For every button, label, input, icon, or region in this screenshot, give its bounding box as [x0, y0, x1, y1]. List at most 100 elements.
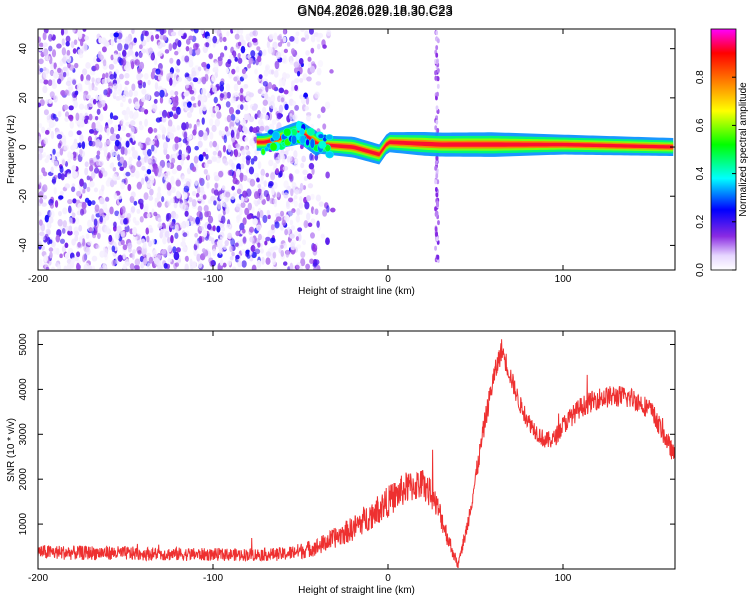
heatmap-cell [70, 257, 76, 264]
x-tick-label: -200 [28, 274, 48, 285]
heatmap-cell [55, 247, 60, 255]
heatmap-cell [45, 129, 50, 135]
heatmap-cell [133, 126, 138, 133]
heatmap-cell [127, 242, 133, 250]
heatmap-cell [142, 143, 147, 151]
heatmap-cell [206, 172, 211, 181]
heatmap-cell [146, 35, 151, 43]
heatmap-cell [287, 197, 294, 203]
heatmap-cell [38, 36, 42, 43]
heatmap-cell [258, 50, 263, 57]
heatmap-cell [212, 35, 218, 44]
heatmap-cell [169, 90, 175, 97]
heatmap-cell [237, 41, 242, 47]
heatmap-cell [257, 225, 261, 232]
heatmap-cell [256, 259, 262, 269]
heatmap-cell [61, 228, 66, 234]
heatmap-cell [318, 140, 327, 149]
heatmap-cell [239, 135, 244, 142]
heatmap-cell [226, 31, 230, 37]
heatmap-cell [163, 175, 170, 181]
heatmap-cell [72, 79, 77, 86]
heatmap-cell [171, 106, 178, 111]
heatmap-cell [184, 263, 189, 270]
heatmap-cell [48, 33, 53, 42]
heatmap-cell [78, 31, 83, 40]
heatmap-cell [193, 29, 199, 34]
heatmap-cell [202, 194, 207, 200]
heatmap-cell [213, 189, 219, 196]
colorbar-tick-label: 0.8 [695, 70, 706, 84]
heatmap-cell [147, 47, 154, 54]
heatmap-cell [153, 211, 158, 217]
heatmap-cell [73, 230, 80, 237]
heatmap-cell [56, 43, 62, 49]
heatmap-cell [264, 114, 269, 121]
heatmap-cell [156, 133, 161, 140]
heatmap-cell [66, 49, 71, 56]
heatmap-cell [165, 162, 172, 170]
heatmap-cell [202, 151, 207, 157]
heatmap-cell [148, 195, 154, 201]
heatmap-cell [212, 225, 216, 232]
heatmap-cell [299, 128, 305, 136]
heatmap-cell [225, 130, 231, 137]
heatmap-cell [85, 247, 91, 256]
heatmap-cell [111, 245, 116, 253]
y-tick-label: 20 [18, 92, 29, 104]
heatmap-cell [161, 116, 167, 123]
heatmap-cell [151, 144, 155, 152]
heatmap-cell [174, 38, 180, 46]
heatmap-cell [230, 129, 235, 138]
heatmap-band [256, 130, 674, 157]
heatmap-cell [170, 186, 176, 194]
heatmap-cell [77, 241, 82, 248]
heatmap-cell [270, 237, 276, 244]
y-axis-label: SNR (10 * v/v) [6, 418, 17, 482]
heatmap-cell [211, 248, 217, 257]
heatmap-cell [195, 192, 200, 198]
heatmap-cell [47, 79, 53, 87]
heatmap-cell [306, 173, 313, 180]
heatmap-cell [322, 123, 327, 130]
heatmap-cell [436, 68, 440, 74]
heatmap-cell [301, 155, 307, 163]
heatmap-cell [123, 218, 128, 225]
heatmap-cell [288, 173, 293, 180]
heatmap-cell [60, 173, 65, 181]
heatmap-cell [213, 29, 218, 33]
colorbar-gradient [710, 28, 737, 271]
heatmap-cell [212, 140, 217, 148]
heatmap-cell [174, 95, 179, 104]
heatmap-cell [232, 177, 238, 185]
heatmap-cell [121, 94, 126, 103]
heatmap-cell [68, 225, 73, 232]
heatmap-cell [59, 59, 64, 67]
heatmap-cell [320, 106, 326, 114]
heatmap-cell [295, 31, 300, 37]
heatmap-cell [235, 132, 240, 140]
heatmap-cell [146, 168, 152, 175]
heatmap-cell [260, 174, 264, 181]
heatmap-cell [174, 136, 180, 144]
heatmap-cell [266, 209, 271, 216]
heatmap-cell [210, 112, 216, 118]
heatmap-cell [240, 163, 245, 170]
y-tick-label: 40 [18, 43, 29, 55]
heatmap-cell [87, 265, 93, 270]
heatmap-cell [267, 229, 274, 238]
heatmap-cell [209, 141, 213, 148]
heatmap-cell [77, 48, 82, 55]
heatmap-cell [133, 111, 139, 119]
heatmap-cell [166, 201, 171, 207]
heatmap-cell [267, 214, 271, 220]
heatmap-cell [260, 186, 266, 193]
heatmap-cell [219, 84, 225, 92]
heatmap-cell [177, 154, 183, 161]
heatmap-cell [165, 213, 170, 222]
heatmap-cell [225, 67, 229, 74]
heatmap-cell [205, 153, 209, 160]
heatmap-cell [277, 172, 282, 178]
heatmap-cell [164, 230, 170, 238]
heatmap-cell [124, 72, 130, 79]
